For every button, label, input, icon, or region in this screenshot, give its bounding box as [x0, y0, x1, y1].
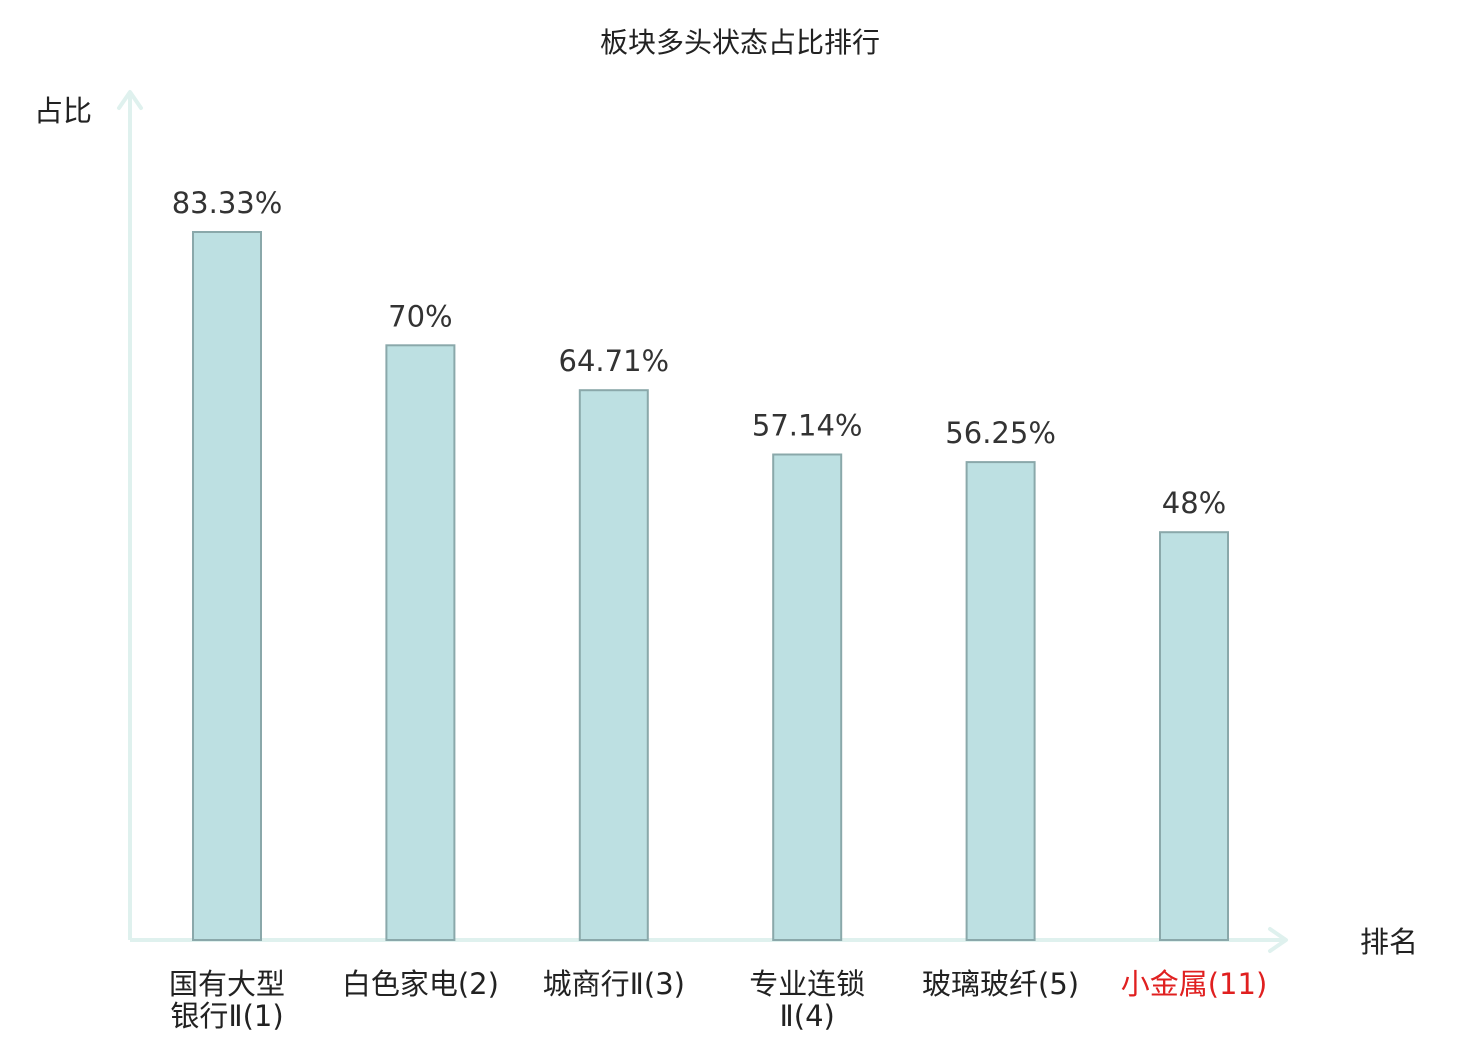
- axes: [117, 90, 1288, 953]
- value-label-6: 48%: [1162, 486, 1226, 520]
- category-label-1-line-2: 银行Ⅱ(1): [170, 999, 283, 1033]
- bar-3: [578, 389, 649, 941]
- bar-5: [965, 461, 1036, 941]
- bar-6: [1159, 531, 1229, 941]
- category-label-3: 城商行Ⅱ(3): [543, 967, 685, 1001]
- y-axis-label: 占比: [34, 94, 92, 128]
- bars-layer: [192, 231, 1229, 941]
- chart-title: 板块多头状态占比排行: [600, 26, 880, 59]
- x-axis-label: 排名: [1360, 925, 1418, 959]
- category-label-5: 玻璃玻纤(5): [922, 967, 1079, 1001]
- value-label-4: 57.14%: [752, 409, 863, 443]
- category-label-1-line-1: 国有大型: [169, 967, 285, 1001]
- value-label-5: 56.25%: [945, 416, 1056, 450]
- category-label-2: 白色家电(2): [342, 967, 499, 1001]
- category-label-4-line-2: Ⅱ(4): [780, 999, 835, 1033]
- value-label-1: 83.33%: [172, 186, 283, 220]
- bar-4: [772, 453, 843, 941]
- x-axis-arrow: [1268, 927, 1288, 953]
- value-label-3: 64.71%: [559, 344, 670, 378]
- bar-1: [192, 231, 262, 941]
- bar-2: [385, 344, 456, 941]
- y-axis-arrow: [117, 90, 143, 110]
- category-label-6: 小金属(11): [1121, 967, 1268, 1001]
- value-label-2: 70%: [388, 299, 452, 333]
- value-labels-layer: 83.33% 70% 64.71% 57.14% 56.25% 48%: [172, 186, 1227, 520]
- category-label-4-line-1: 专业连锁: [749, 967, 865, 1001]
